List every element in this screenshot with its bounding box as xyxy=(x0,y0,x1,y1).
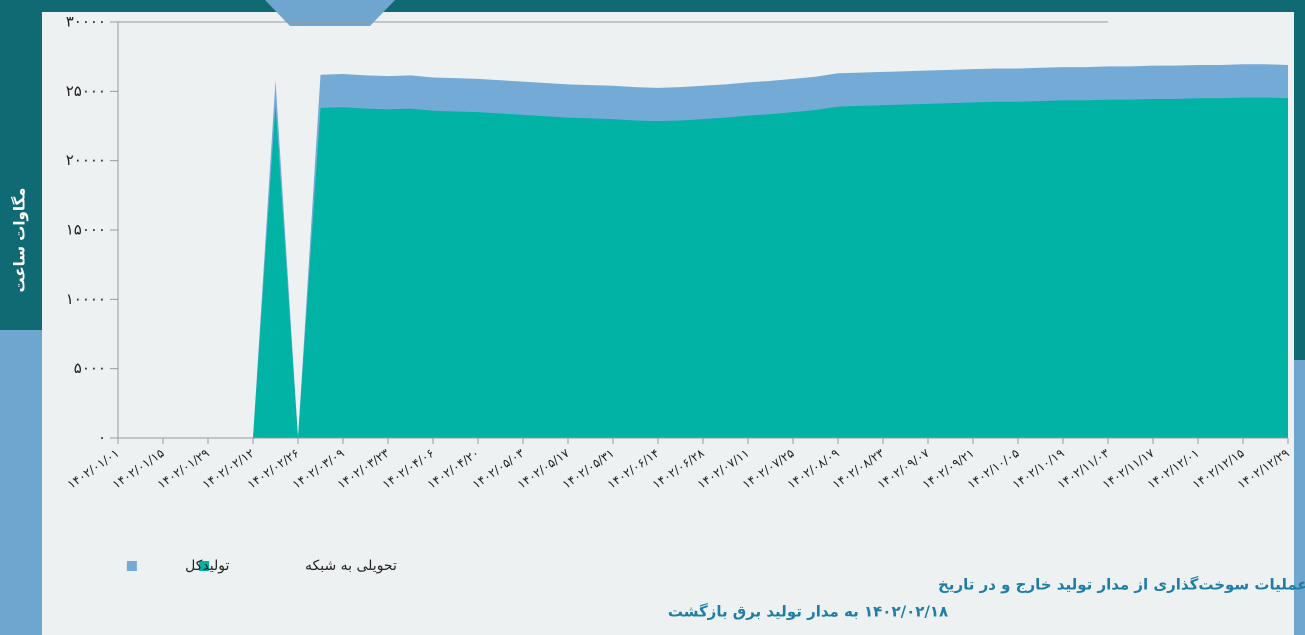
annotation: ۱۴۰۲/۰۲/۱۸ به مدار تولید برق بازگشت xyxy=(668,603,948,621)
y-tick-label: ۵۰۰۰ xyxy=(74,359,106,377)
y-axis-title: مگاوات ساعت xyxy=(11,188,29,293)
top-decoration xyxy=(265,0,395,26)
side-strip xyxy=(0,330,42,635)
y-tick-label: ۳۰۰۰۰ xyxy=(66,13,106,31)
legend-swatch xyxy=(199,561,210,571)
y-tick-label: ۲۰۰۰۰ xyxy=(66,151,106,169)
annotation: نیروگاه در تاریخ ۱۴۰۱/۱۱/۲۵ برای انجام ت… xyxy=(938,576,1305,594)
y-tick-label: ۱۵۰۰۰ xyxy=(66,221,106,239)
area xyxy=(118,97,1288,438)
legend-label: تحویلی به شبکه xyxy=(305,558,397,574)
y-tick-label: ۰ xyxy=(98,429,106,447)
y-tick-label: ۱۰۰۰۰ xyxy=(66,290,106,308)
side-strip xyxy=(1294,360,1305,635)
legend-label: تولیدکل xyxy=(185,558,229,574)
legend-swatch xyxy=(126,561,137,571)
y-tick-label: ۲۵۰۰۰ xyxy=(66,82,106,100)
